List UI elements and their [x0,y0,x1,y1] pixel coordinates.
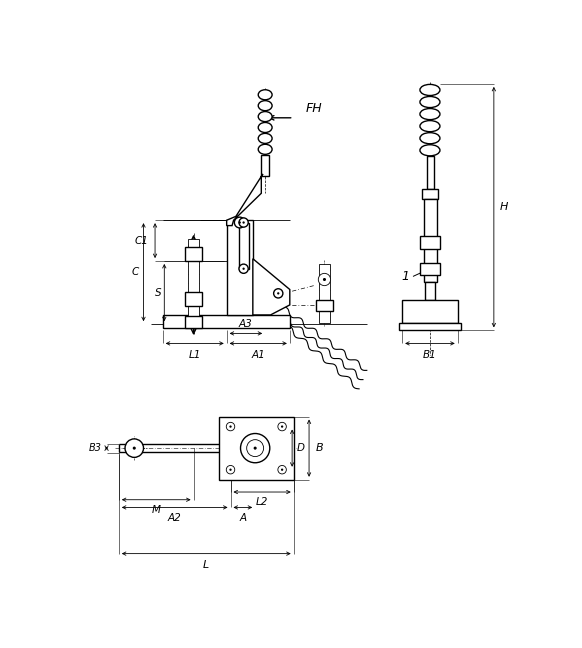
Circle shape [125,439,144,457]
Circle shape [239,222,241,224]
Text: FH: FH [305,102,322,115]
Text: L: L [203,560,210,570]
Ellipse shape [420,133,440,144]
Bar [188,240,199,328]
Bar [402,299,457,323]
Text: B1: B1 [423,349,437,360]
Ellipse shape [258,145,272,154]
Circle shape [235,217,245,228]
Bar [185,292,202,306]
Ellipse shape [420,84,440,95]
Ellipse shape [420,121,440,132]
Circle shape [239,218,249,227]
Text: A3: A3 [239,319,253,329]
Text: 1: 1 [401,270,409,283]
Bar [163,315,290,328]
Bar [427,156,434,189]
Text: A: A [239,513,246,523]
Text: C: C [132,267,139,277]
Polygon shape [226,174,263,226]
Circle shape [247,439,264,457]
Circle shape [229,426,232,428]
Bar [423,189,438,200]
Circle shape [277,292,279,294]
Text: B3: B3 [89,443,102,453]
Text: B: B [315,443,323,453]
Bar [239,222,249,269]
Circle shape [243,268,245,270]
Circle shape [281,469,283,471]
Circle shape [278,422,286,431]
Text: H: H [500,202,509,212]
Bar [316,299,333,311]
Text: C1: C1 [135,236,149,246]
Bar [319,264,330,323]
Circle shape [229,469,232,471]
Circle shape [318,273,331,286]
Circle shape [323,278,326,281]
Bar [424,200,437,282]
Circle shape [243,222,245,224]
Ellipse shape [420,97,440,108]
Circle shape [254,446,257,450]
Text: M: M [152,505,161,515]
Bar [261,155,269,176]
Bar [399,323,461,330]
Text: D: D [297,443,305,453]
Text: F1: F1 [187,244,200,254]
Ellipse shape [258,89,272,100]
Ellipse shape [420,108,440,120]
Text: L2: L2 [256,498,268,507]
Ellipse shape [258,133,272,143]
Bar [420,236,440,249]
Bar [219,417,294,480]
Text: L1: L1 [189,349,201,360]
Polygon shape [253,259,290,315]
Text: A1: A1 [251,349,265,360]
Circle shape [226,422,235,431]
Circle shape [274,289,283,298]
Circle shape [278,465,286,474]
Text: A2: A2 [168,513,182,523]
Ellipse shape [258,100,272,111]
Circle shape [226,465,235,474]
Text: S: S [155,288,161,297]
Ellipse shape [258,122,272,132]
Ellipse shape [420,145,440,156]
Bar [185,316,202,328]
Ellipse shape [258,111,272,122]
Bar [226,220,253,315]
Text: F3: F3 [187,314,200,323]
Bar [185,247,202,261]
Circle shape [240,434,270,463]
Bar [425,282,435,299]
Circle shape [133,446,136,450]
Circle shape [239,264,249,273]
Circle shape [281,426,283,428]
Bar [420,262,440,275]
